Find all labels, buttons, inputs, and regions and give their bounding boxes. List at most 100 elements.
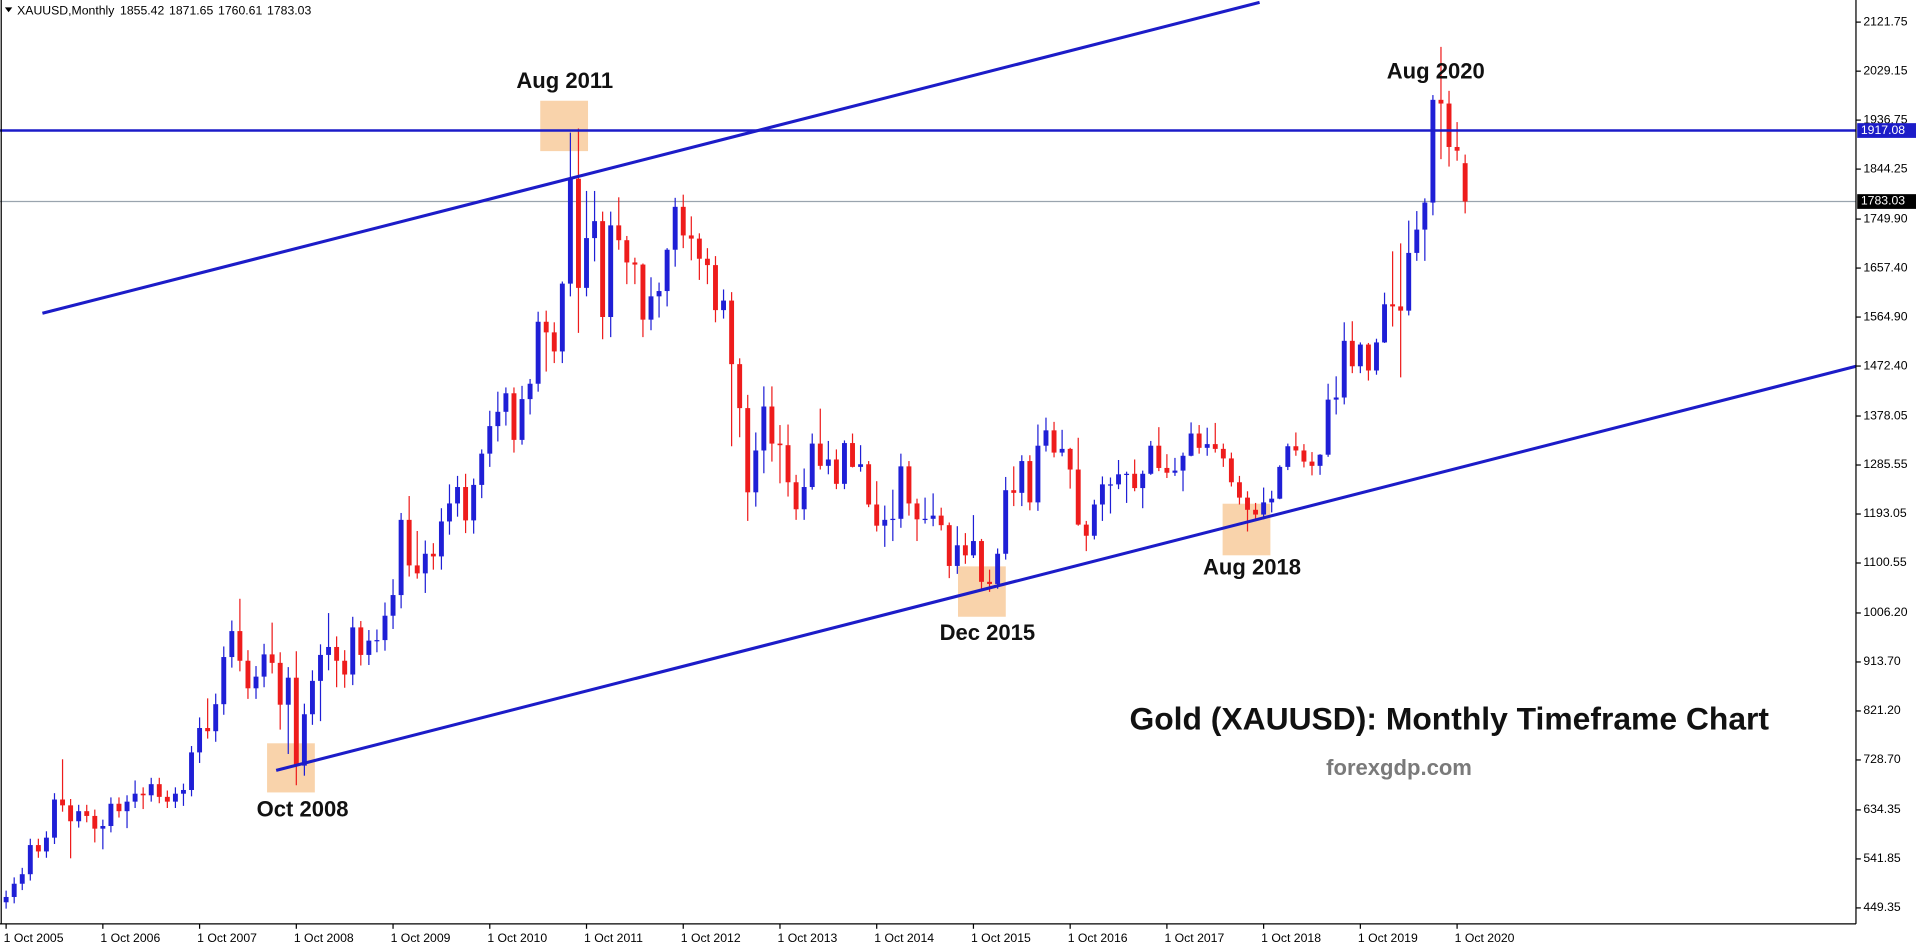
candle-body <box>1365 344 1371 371</box>
candle-body <box>858 464 864 467</box>
candle-body <box>729 300 735 365</box>
y-tick-label: 1472.40 <box>1863 358 1907 372</box>
candle-body <box>422 553 428 574</box>
candle-body <box>1204 444 1210 448</box>
ohlc-high: 1871.65 <box>169 3 213 17</box>
candle-body <box>624 240 630 263</box>
y-tick-label: 1378.05 <box>1863 408 1907 422</box>
candle-body <box>1116 474 1121 485</box>
x-tick-label: 1 Oct 2008 <box>294 931 354 945</box>
candle-body <box>737 364 743 409</box>
candle-body <box>285 677 291 705</box>
y-tick-label: 728.70 <box>1863 752 1901 766</box>
candle-body <box>1261 502 1267 515</box>
candle-body <box>487 426 493 454</box>
candle-body <box>680 206 686 236</box>
candle-body <box>713 265 718 311</box>
candle-body <box>914 503 920 520</box>
candle-body <box>1277 466 1283 499</box>
candle-body <box>1196 433 1202 448</box>
candle-body <box>584 238 589 288</box>
menu-triangle <box>4 7 13 13</box>
candle-body <box>35 845 41 852</box>
candle-body <box>1083 524 1089 536</box>
y-tick-label: 1006.20 <box>1863 605 1907 619</box>
highlight-box <box>540 100 589 152</box>
candle-body <box>471 484 477 521</box>
candle-body <box>1285 446 1291 467</box>
candle-body <box>1245 497 1250 510</box>
candle-body <box>309 680 315 715</box>
candle-body <box>1003 490 1009 554</box>
candle-body <box>1180 455 1186 471</box>
candle-body <box>205 728 211 732</box>
y-tick-label: 1564.90 <box>1863 309 1907 323</box>
candle-body <box>543 321 549 333</box>
candle-body <box>656 291 662 297</box>
y-tick-label: 1936.75 <box>1863 112 1907 126</box>
candle-body <box>382 615 388 641</box>
candle-body <box>1132 473 1138 489</box>
candle-body <box>326 646 332 655</box>
candle-body <box>721 300 726 311</box>
candle-body <box>793 482 799 510</box>
candle-body <box>132 793 138 802</box>
x-tick-label: 1 Oct 2006 <box>100 931 160 945</box>
candle-body <box>1325 399 1331 455</box>
candle-body <box>318 654 323 681</box>
candle-body <box>850 443 855 467</box>
candle-body <box>447 503 452 522</box>
candle-body <box>1212 444 1218 449</box>
candle-body <box>874 504 880 526</box>
x-tick-label: 1 Oct 2012 <box>681 931 741 945</box>
candle-body <box>1027 461 1033 503</box>
candle-body <box>753 450 759 493</box>
x-tick-label: 1 Oct 2018 <box>1261 931 1321 945</box>
candle-body <box>253 676 259 689</box>
level-price-box <box>1857 123 1916 138</box>
candle-body <box>68 805 74 822</box>
candle-body <box>970 541 976 556</box>
candle-body <box>559 283 565 352</box>
candle-body <box>1301 450 1307 462</box>
candle-body <box>785 445 791 483</box>
candle-body <box>1220 448 1226 459</box>
candle-body <box>366 640 372 655</box>
x-tick-label: 1 Oct 2010 <box>487 931 547 945</box>
candle-body <box>1414 229 1420 253</box>
candle-body <box>777 443 783 446</box>
candle-body <box>946 525 952 566</box>
candle-body <box>866 464 872 505</box>
candle-body <box>261 654 267 677</box>
candle-body <box>1075 469 1081 525</box>
candle-body <box>221 657 227 705</box>
candle-body <box>334 646 340 661</box>
x-tick-label: 1 Oct 2014 <box>874 931 934 945</box>
candle-body <box>1462 163 1468 202</box>
candle-body <box>761 406 767 451</box>
candle-body <box>269 654 275 663</box>
candle-body <box>825 459 831 466</box>
x-tick-label: 1 Oct 2007 <box>197 931 257 945</box>
y-tick-label: 2121.75 <box>1863 14 1907 28</box>
candle-body <box>954 545 960 566</box>
y-tick-label: 1285.55 <box>1863 457 1907 471</box>
candle-body <box>511 393 517 440</box>
candle-body <box>1446 103 1452 147</box>
candle-body <box>1188 433 1194 456</box>
candle-body <box>688 235 694 239</box>
candle-body <box>479 453 485 485</box>
candle-body <box>1228 458 1234 483</box>
candle-body <box>19 874 25 884</box>
candle-body <box>237 631 243 661</box>
x-tick-label: 1 Oct 2016 <box>1068 931 1128 945</box>
subtitle: forexgdp.com <box>1326 755 1472 780</box>
annotation: Dec 2015 <box>940 620 1036 645</box>
plot-area <box>0 0 1857 909</box>
candle-body <box>962 545 968 556</box>
y-tick-label: 821.20 <box>1863 703 1901 717</box>
candle-body <box>1140 473 1146 489</box>
candle-body <box>358 627 364 655</box>
candle-body <box>495 411 501 427</box>
